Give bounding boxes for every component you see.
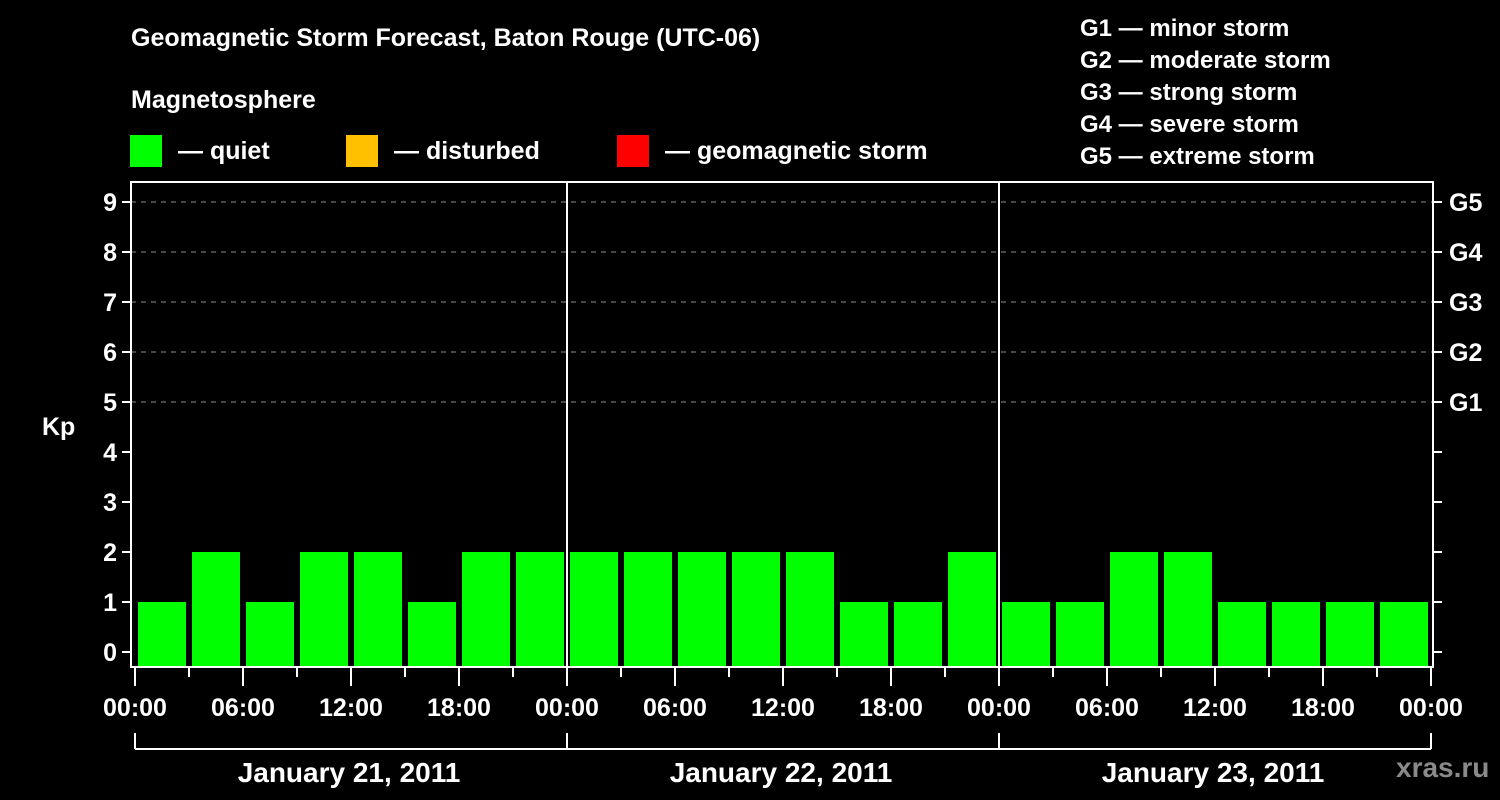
y-tick-label: 2 xyxy=(103,539,117,567)
day-label: January 21, 2011 xyxy=(238,757,461,788)
kp-bar xyxy=(1002,602,1050,666)
y-tick-label: 5 xyxy=(103,389,117,417)
kp-bar xyxy=(1056,602,1104,666)
chart-title: Geomagnetic Storm Forecast, Baton Rouge … xyxy=(131,24,761,52)
kp-bar xyxy=(138,602,186,666)
axis-labels: 0 1 2 3 4 5 6 7 8 9 G1 G2 G3 G4 G5 00:00 06:00 12:00 18:00… xyxy=(103,189,1482,788)
x-tick-label: 12:00 xyxy=(751,694,815,722)
x-tick-label: 12:00 xyxy=(319,694,383,722)
x-tick-label: 06:00 xyxy=(211,694,275,722)
legend-storm: — geomagnetic storm xyxy=(617,135,928,167)
bars xyxy=(138,552,1428,666)
kp-bar xyxy=(462,552,510,666)
kp-bar xyxy=(300,552,348,666)
x-tick-label: 06:00 xyxy=(1075,694,1139,722)
x-tick-label: 18:00 xyxy=(427,694,491,722)
kp-bar xyxy=(408,602,456,666)
kp-bar xyxy=(1272,602,1320,666)
x-tick-label: 00:00 xyxy=(103,694,167,722)
kp-bar xyxy=(732,552,780,666)
chart-subtitle: Magnetosphere xyxy=(131,86,316,114)
g-level-label: G2 xyxy=(1449,339,1482,367)
g-level-label: G5 xyxy=(1449,189,1482,217)
kp-bar xyxy=(624,552,672,666)
x-tick-label: 00:00 xyxy=(967,694,1031,722)
kp-bar xyxy=(246,602,294,666)
kp-bar xyxy=(1110,552,1158,666)
legend-quiet: — quiet xyxy=(130,135,270,167)
x-tick-label: 06:00 xyxy=(643,694,707,722)
x-tick-label: 18:00 xyxy=(1291,694,1355,722)
x-tick-label: 18:00 xyxy=(859,694,923,722)
kp-bar xyxy=(1380,602,1428,666)
g-level-label: G3 xyxy=(1449,289,1482,317)
x-tick-label: 12:00 xyxy=(1183,694,1247,722)
y-tick-label: 4 xyxy=(103,439,117,467)
kp-bar xyxy=(354,552,402,666)
legend-swatch-quiet xyxy=(130,135,162,167)
y-tick-label: 8 xyxy=(103,239,117,267)
legend-swatch-storm xyxy=(617,135,649,167)
y-tick-label: 7 xyxy=(103,289,117,317)
y-axis-label: Kp xyxy=(42,413,76,441)
legend-swatch-disturbed xyxy=(346,135,378,167)
day-label: January 22, 2011 xyxy=(670,757,893,788)
y-tick-label: 3 xyxy=(103,489,117,517)
legend-label-disturbed: — disturbed xyxy=(394,136,540,165)
g-scale-g5: G5 — extreme storm xyxy=(1080,143,1315,170)
y-tick-label: 0 xyxy=(103,639,117,667)
g-scale-g2: G2 — moderate storm xyxy=(1080,47,1331,74)
kp-bar xyxy=(516,552,564,666)
watermark: xras.ru xyxy=(1396,752,1490,783)
kp-bar xyxy=(786,552,834,666)
kp-bar xyxy=(570,552,618,666)
g-scale-g3: G3 — strong storm xyxy=(1080,79,1298,106)
kp-bar xyxy=(840,602,888,666)
y-tick-label: 1 xyxy=(103,589,117,617)
day-label: January 23, 2011 xyxy=(1102,757,1325,788)
axes xyxy=(122,181,1442,750)
kp-bar xyxy=(1326,602,1374,666)
kp-bar xyxy=(1218,602,1266,666)
g-level-label: G1 xyxy=(1449,389,1482,417)
legend-label-storm: — geomagnetic storm xyxy=(665,136,928,165)
g-scale-g4: G4 — severe storm xyxy=(1080,111,1299,138)
gridlines xyxy=(131,201,1433,403)
y-tick-label: 6 xyxy=(103,339,117,367)
x-tick-label: 00:00 xyxy=(535,694,599,722)
legend-disturbed: — disturbed xyxy=(346,135,540,167)
x-tick-label: 00:00 xyxy=(1399,694,1463,722)
kp-bar xyxy=(894,602,942,666)
y-tick-label: 9 xyxy=(103,189,117,217)
kp-bar xyxy=(1164,552,1212,666)
kp-bar xyxy=(948,552,996,666)
legend-label-quiet: — quiet xyxy=(178,136,270,165)
g-scale-g1: G1 — minor storm xyxy=(1080,15,1290,42)
kp-bar xyxy=(678,552,726,666)
kp-bar xyxy=(192,552,240,666)
g-level-label: G4 xyxy=(1449,239,1482,267)
